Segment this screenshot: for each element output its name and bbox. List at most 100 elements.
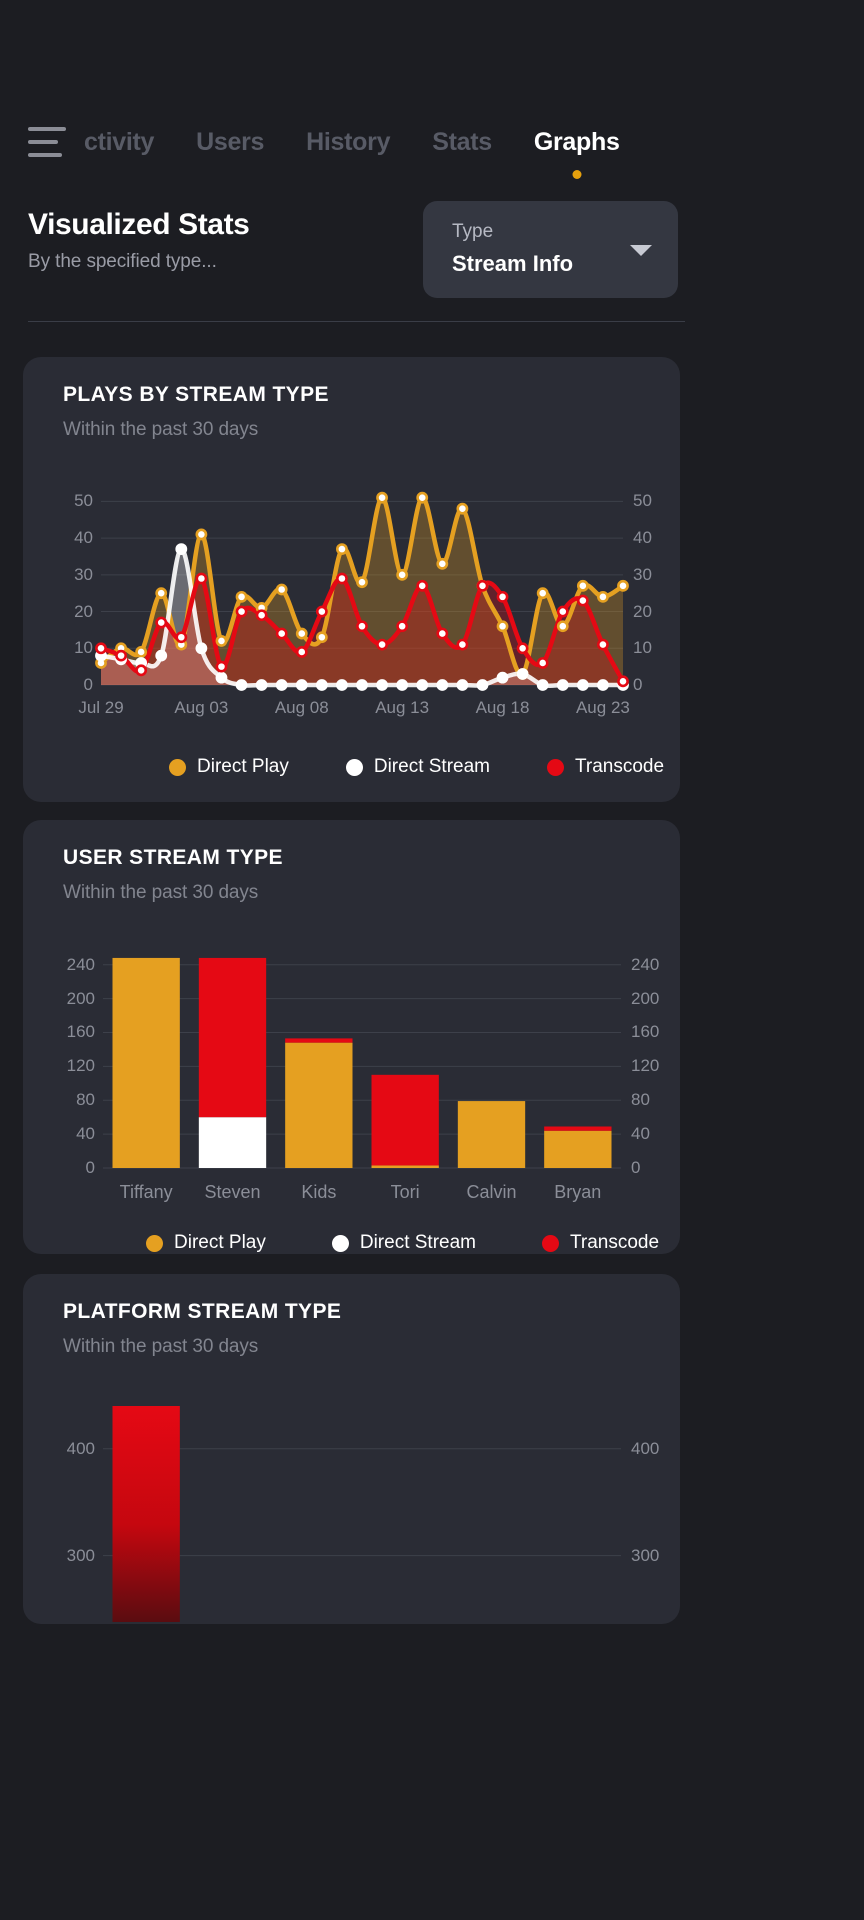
legend-swatch-icon — [542, 1234, 559, 1252]
y-axis-tick-left: 0 — [83, 675, 93, 694]
y-axis-tick-left: 200 — [66, 988, 95, 1008]
y-axis-tick-left: 10 — [74, 638, 93, 658]
legend-swatch-icon — [169, 758, 186, 776]
card-plays-subtitle: Within the past 30 days — [63, 419, 259, 440]
tab-graphs-label: Graphs — [533, 127, 620, 156]
chevron-down-icon[interactable] — [630, 245, 652, 256]
card-plays-by-stream-type: PLAYS BY STREAM TYPE Within the past 30 … — [23, 357, 680, 802]
platform-chart-svg — [103, 1406, 621, 1622]
y-axis-tick-right: 300 — [631, 1545, 660, 1565]
legend-item-direct-stream[interactable]: Direct Stream — [345, 756, 490, 778]
hamburger-line-3 — [28, 153, 62, 157]
platform-stream-type-chart[interactable]: 200200300300400400 — [61, 1392, 663, 1622]
x-axis-tick: Jul 29 — [78, 698, 124, 717]
tab-active-indicator-dot — [572, 169, 582, 179]
x-axis-tick: Aug 08 — [274, 698, 329, 717]
user-stream-type-chart[interactable]: 0 0 40 40 80 80 120 120 160 160 200 200 240 240 Tiffan… — [61, 938, 663, 1208]
user-chart-svg — [103, 957, 621, 1169]
y-axis-tick-right: 120 — [631, 1056, 660, 1076]
card-user-title: USER STREAM TYPE — [63, 846, 283, 869]
card-platform-subtitle: Within the past 30 days — [63, 1336, 259, 1357]
y-axis-tick-right: 10 — [633, 638, 652, 658]
tab-users[interactable]: Users — [196, 127, 265, 156]
x-axis-tick: Aug 23 — [575, 698, 630, 717]
card-user-subtitle: Within the past 30 days — [63, 882, 259, 903]
type-select-label: Type — [452, 221, 494, 242]
type-select-dropdown[interactable]: Type Stream Info — [423, 201, 678, 298]
y-axis-tick-left: 400 — [66, 1438, 95, 1458]
y-axis-tick-right: 40 — [633, 528, 652, 548]
legend-item-direct-stream[interactable]: Direct Stream — [331, 1232, 476, 1254]
legend-item-direct-play[interactable]: Direct Play — [146, 1232, 266, 1254]
x-axis-category-label: Bryan — [554, 1182, 602, 1202]
y-axis-tick-left: 0 — [85, 1158, 95, 1177]
page-header: Visualized Stats By the specified type..… — [28, 208, 838, 323]
legend-swatch-icon — [345, 758, 363, 776]
y-axis-tick-right: 0 — [633, 675, 643, 694]
legend-label: Transcode — [570, 1232, 660, 1253]
y-axis-tick-right: 400 — [631, 1438, 660, 1458]
x-axis-category-label: Steven — [204, 1182, 261, 1202]
tab-history[interactable]: History — [306, 127, 391, 156]
legend-label: Transcode — [575, 756, 665, 777]
legend-swatch-icon — [146, 1234, 163, 1252]
card-plays-header: PLAYS BY STREAM TYPE Within the past 30 … — [63, 383, 329, 441]
y-axis-tick-right: 240 — [631, 954, 660, 974]
y-axis-tick-right: 30 — [633, 564, 652, 584]
card-platform-header: PLATFORM STREAM TYPE Within the past 30 … — [63, 1300, 341, 1358]
legend-swatch-icon — [547, 758, 564, 776]
x-axis-category-label: Tiffany — [119, 1182, 173, 1202]
card-platform-title: PLATFORM STREAM TYPE — [63, 1300, 342, 1323]
top-bar: ctivity Users History Stats Graphs — [0, 0, 864, 190]
y-axis-tick-right: 50 — [633, 491, 652, 511]
y-axis-tick-left: 40 — [76, 1124, 95, 1144]
y-axis-tick-left: 20 — [74, 601, 93, 621]
y-axis-tick-left: 30 — [74, 564, 93, 584]
legend-item-transcode[interactable]: Transcode — [542, 1232, 659, 1254]
legend-item-direct-play[interactable]: Direct Play — [169, 756, 289, 778]
header-divider — [28, 321, 685, 322]
card-user-stream-type: USER STREAM TYPE Within the past 30 days… — [23, 820, 680, 1254]
tab-stats[interactable]: Stats — [432, 127, 492, 156]
legend-label: Direct Play — [197, 756, 289, 777]
y-axis-tick-left: 80 — [76, 1090, 95, 1110]
page-title: Visualized Stats — [28, 208, 250, 241]
viewport-bottom-fade — [0, 1874, 864, 1920]
legend-label: Direct Play — [174, 1232, 266, 1253]
legend-item-transcode[interactable]: Transcode — [547, 756, 664, 778]
y-axis-tick-left: 240 — [66, 954, 95, 974]
x-axis-tick: Aug 03 — [174, 698, 229, 717]
y-axis-tick-left: 300 — [66, 1545, 95, 1565]
main-nav: ctivity Users History Stats Graphs — [0, 112, 864, 179]
x-axis-category-label: Tori — [390, 1182, 420, 1202]
x-axis-category-label: Calvin — [466, 1182, 517, 1202]
x-axis-category-label: Kids — [301, 1182, 337, 1202]
y-axis-tick-left: 160 — [66, 1022, 95, 1042]
x-axis-tick: Aug 18 — [475, 698, 530, 717]
y-axis-tick-left: 40 — [74, 528, 93, 548]
plays-chart-legend: Direct Play Direct Stream Transcode — [169, 756, 664, 778]
card-platform-stream-type: PLATFORM STREAM TYPE Within the past 30 … — [23, 1274, 680, 1624]
plays-chart-svg — [95, 491, 629, 691]
y-axis-tick-right: 0 — [631, 1158, 641, 1177]
y-axis-tick-right: 20 — [633, 601, 652, 621]
page-subtitle: By the specified type... — [28, 251, 217, 272]
hamburger-line-1 — [28, 127, 66, 131]
y-axis-tick-right: 160 — [631, 1022, 660, 1042]
y-axis-tick-right: 40 — [631, 1124, 650, 1144]
hamburger-line-2 — [28, 140, 58, 144]
legend-label: Direct Stream — [373, 756, 490, 777]
y-axis-tick-left: 50 — [74, 491, 93, 511]
tab-graphs[interactable]: Graphs — [533, 127, 620, 179]
tab-activity[interactable]: ctivity — [84, 127, 155, 156]
y-axis-tick-right: 200 — [631, 988, 660, 1008]
hamburger-icon[interactable] — [28, 127, 66, 157]
user-chart-legend: Direct Play Direct Stream Transcode — [146, 1232, 659, 1254]
card-plays-title: PLAYS BY STREAM TYPE — [63, 383, 329, 406]
legend-label: Direct Stream — [359, 1232, 476, 1253]
type-select-value: Stream Info — [452, 251, 574, 276]
legend-swatch-icon — [331, 1234, 349, 1252]
x-axis-tick: Aug 13 — [375, 698, 430, 717]
card-user-header: USER STREAM TYPE Within the past 30 days — [63, 846, 283, 904]
plays-by-stream-type-chart[interactable]: 0 0 10 10 20 20 30 30 40 40 50 50 Jul 29 Aug 03 Aug 08… — [61, 469, 663, 719]
